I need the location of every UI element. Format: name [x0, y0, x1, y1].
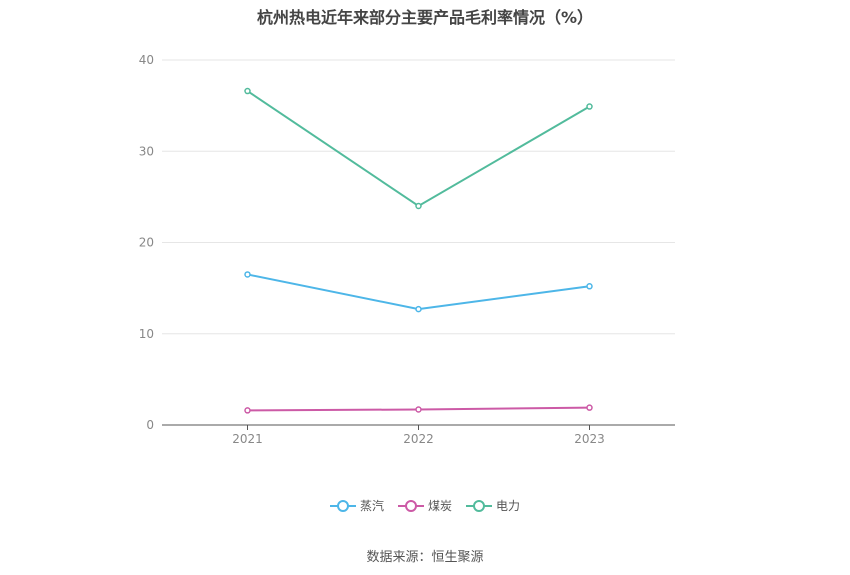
- series-line-1: [247, 273, 590, 311]
- x-tick-label: 2021: [232, 432, 263, 446]
- legend-label: 蒸汽: [359, 499, 384, 513]
- legend-marker-icon: [397, 499, 424, 512]
- legend-item-1[interactable]: 蒸汽: [329, 497, 384, 514]
- data-source: 数据来源：恒生聚源: [366, 550, 484, 565]
- data-point[interactable]: [586, 103, 593, 110]
- chart-title: 杭州热电近年来部分主要产品毛利率情况（%）: [256, 8, 594, 27]
- legend-label: 电力: [496, 499, 521, 513]
- data-point[interactable]: [586, 404, 593, 411]
- data-point[interactable]: [586, 283, 593, 290]
- series-line-3: [246, 90, 591, 208]
- legend-marker-icon: [466, 499, 492, 512]
- data-point[interactable]: [244, 87, 251, 95]
- data-point[interactable]: [415, 406, 422, 413]
- legend-item-3[interactable]: 电力: [466, 497, 520, 514]
- x-tick-label: 2023: [574, 432, 605, 446]
- data-point[interactable]: [244, 407, 251, 414]
- y-tick-label: 0: [146, 418, 154, 432]
- data-point[interactable]: [244, 271, 251, 278]
- data-point[interactable]: [415, 305, 422, 313]
- data-point[interactable]: [415, 202, 422, 210]
- chart-legend: 蒸汽 煤炭 电力: [0, 497, 850, 514]
- legend-item-2[interactable]: 煤炭: [397, 497, 452, 514]
- y-tick-label: 10: [139, 327, 154, 341]
- legend-marker-icon: [329, 499, 356, 512]
- y-tick-label: 30: [139, 144, 154, 158]
- x-tick-label: 2022: [403, 432, 434, 446]
- legend-label: 煤炭: [427, 499, 452, 513]
- y-tick-label: 40: [139, 53, 154, 67]
- y-tick-label: 20: [139, 236, 154, 250]
